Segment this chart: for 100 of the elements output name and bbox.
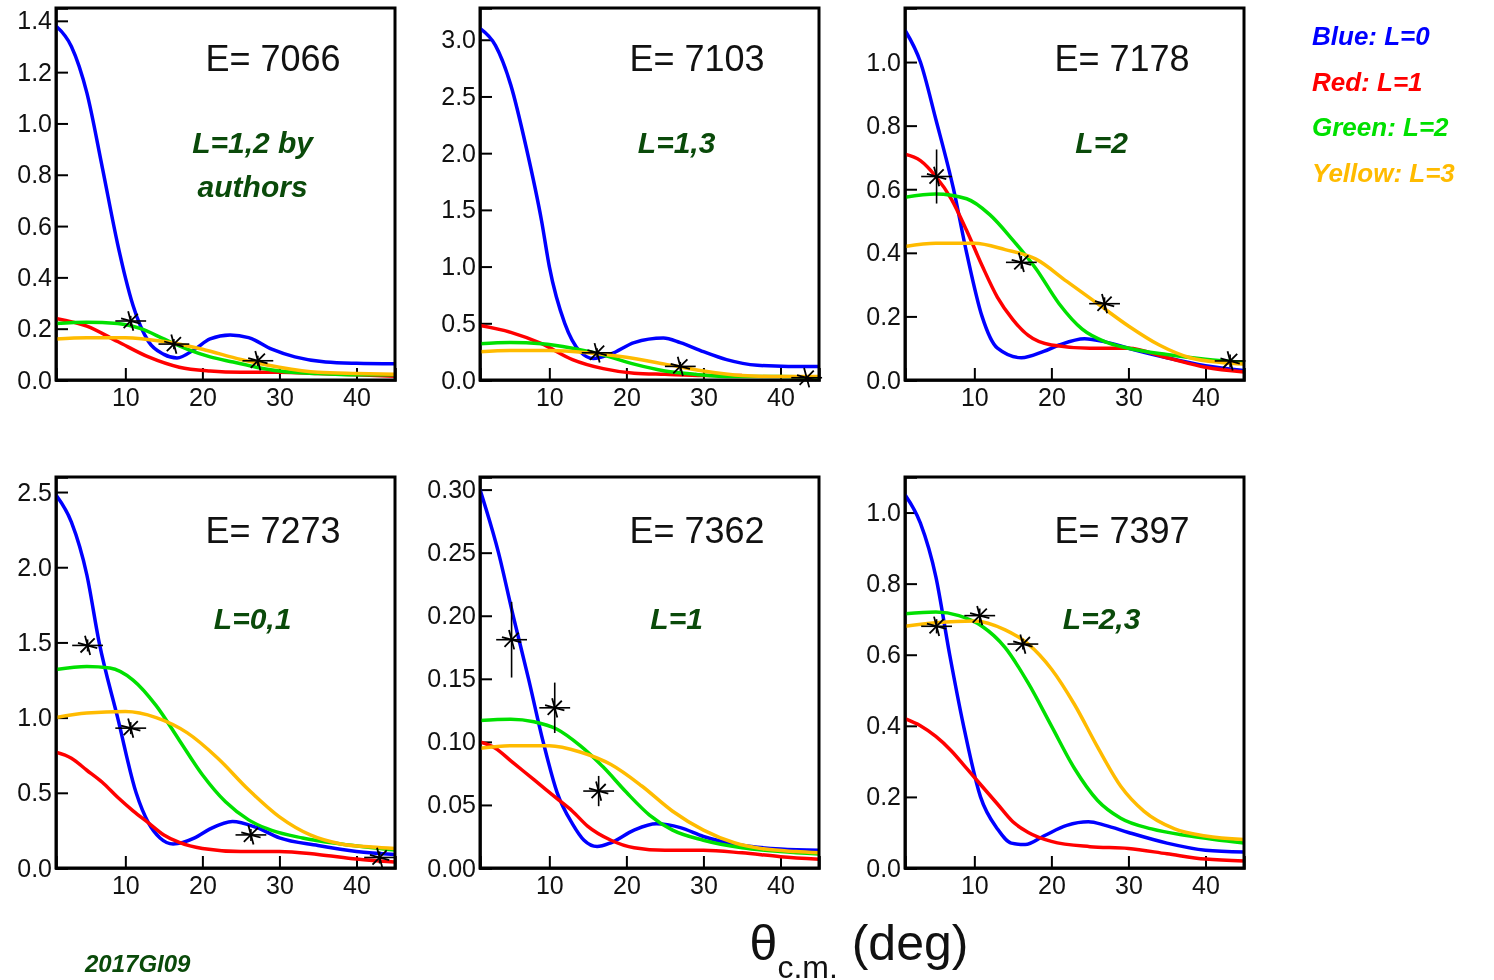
x-tick-label: 30: [690, 870, 718, 899]
x-tick-label: 10: [535, 870, 564, 899]
x-tick-label: 10: [111, 382, 140, 411]
point: [669, 355, 691, 377]
y-tick-label: 0.20: [427, 601, 476, 630]
y-tick-label: 0.10: [427, 727, 476, 756]
text: E= 7362: [629, 510, 765, 552]
line-series: [56, 24, 395, 366]
y-tick-label: 0.6: [866, 640, 901, 669]
x-tick-label: 40: [343, 870, 371, 899]
y-tick-label: 0.30: [427, 475, 476, 504]
point: [1010, 251, 1032, 273]
y-tick-label: 1.0: [17, 108, 52, 137]
y-tick-label: 0.15: [427, 664, 476, 693]
point: [247, 350, 269, 372]
line-series: [905, 493, 1244, 854]
y-tick-label: 0.2: [866, 782, 901, 811]
line-series: [905, 241, 1244, 366]
text: E= 7103: [629, 38, 765, 80]
x-tick-label: 40: [1192, 382, 1220, 411]
text: 2017GI09: [84, 950, 192, 977]
y-tick-label: 0.0: [17, 853, 52, 882]
point: [1012, 633, 1034, 655]
point: [1093, 293, 1116, 315]
y-tick-label: 0.5: [441, 308, 476, 337]
y-tick-label: 1.5: [441, 195, 476, 224]
line-series: [905, 716, 1244, 863]
point: [926, 615, 948, 637]
x-tick-label: 20: [612, 870, 641, 899]
point: [969, 605, 991, 627]
y-tick-label: 2.5: [17, 477, 52, 506]
y-tick-label: 0.4: [866, 711, 902, 740]
x-tick-label: 10: [111, 870, 140, 899]
point: [240, 824, 262, 846]
y-tick-label: 0.4: [17, 262, 53, 291]
x-tick-label: 30: [690, 382, 718, 411]
x-tick-label: 20: [1037, 870, 1066, 899]
y-tick-label: 1.5: [17, 627, 52, 656]
y-tick-label: 2.5: [441, 81, 476, 110]
point: [586, 342, 608, 364]
text: E= 7397: [1054, 510, 1190, 552]
text: E= 7066: [205, 38, 341, 80]
x-tick-label: 30: [266, 382, 294, 411]
y-tick-label: 1.4: [17, 6, 53, 35]
y-tick-label: 0.2: [866, 301, 901, 330]
x-axis-title: θ$_{c.m.}$ (deg): [749, 915, 969, 980]
annotation: L=1,2 by authors: [192, 126, 315, 204]
y-tick-label: 0.8: [866, 569, 901, 598]
line-series: [56, 750, 395, 864]
line-series: [56, 335, 395, 377]
point: [120, 717, 142, 739]
point: [163, 333, 185, 355]
annotation: L=2,3: [1062, 602, 1141, 636]
y-tick-label: 2.0: [17, 552, 52, 581]
point: [1219, 350, 1241, 372]
text: Blue: L=0: [1312, 21, 1431, 51]
y-tick-label: 0.0: [866, 853, 901, 882]
line-series: [480, 26, 819, 369]
x-tick-label: 20: [188, 382, 217, 411]
x-tick-label: 40: [343, 382, 371, 411]
point: [369, 846, 391, 869]
y-tick-label: 0.8: [17, 160, 52, 189]
text: E= 7178: [1054, 38, 1190, 80]
y-tick-label: 0.4: [866, 238, 902, 267]
y-tick-label: 2.0: [441, 138, 476, 167]
y-tick-label: 0.6: [17, 211, 52, 240]
point: [501, 629, 523, 651]
y-tick-label: 0.8: [866, 111, 901, 140]
y-tick-label: 0.00: [427, 853, 476, 882]
text: Green: L=2: [1312, 112, 1450, 142]
text: Yellow: L=3: [1312, 157, 1456, 188]
x-tick-label: 40: [767, 382, 795, 411]
y-tick-label: 0.2: [17, 314, 52, 343]
y-tick-label: 1.2: [17, 57, 52, 86]
y-tick-label: 0.0: [866, 365, 901, 394]
text: E= 7273: [205, 510, 341, 552]
x-tick-label: 30: [1115, 382, 1143, 411]
y-tick-label: 0.6: [866, 174, 901, 203]
x-tick-label: 20: [1037, 382, 1066, 411]
line-series: [56, 709, 395, 851]
y-tick-label: 1.0: [17, 703, 52, 732]
x-tick-label: 10: [960, 382, 989, 411]
x-tick-label: 30: [1115, 870, 1143, 899]
y-tick-label: 1.0: [866, 498, 901, 527]
y-tick-label: 1.0: [866, 47, 901, 76]
y-tick-label: 0.0: [17, 365, 52, 394]
point: [926, 165, 948, 188]
y-tick-label: 0.05: [427, 790, 476, 819]
x-tick-label: 20: [612, 382, 641, 411]
x-tick-label: 10: [535, 382, 564, 411]
point: [120, 310, 142, 332]
line-series: [56, 493, 395, 857]
annotation: L=0,1: [213, 602, 292, 636]
annotation: L=2: [1075, 126, 1129, 160]
point: [77, 634, 99, 656]
annotation: L=1: [650, 602, 703, 636]
y-tick-label: 1.0: [441, 252, 476, 281]
x-tick-label: 20: [188, 870, 217, 899]
x-tick-label: 40: [767, 870, 795, 899]
y-tick-label: 3.0: [441, 25, 476, 54]
